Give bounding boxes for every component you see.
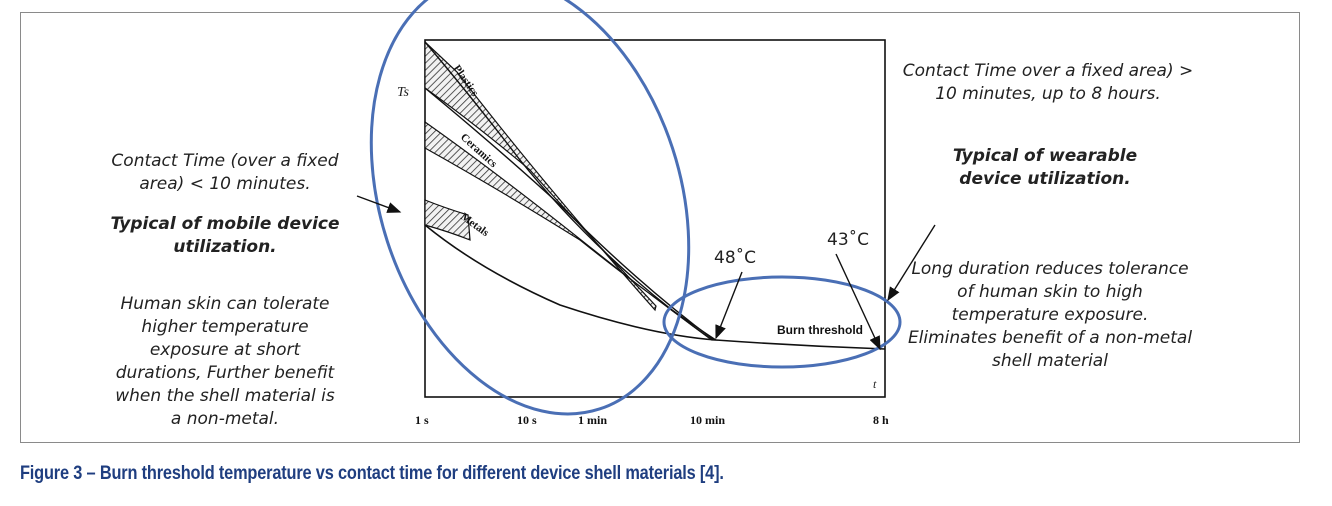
left-usage-heading: Typical of mobile device utilization. (110, 214, 340, 257)
left-pointer-arrow (356, 195, 402, 213)
plastics-upper-curve (424, 41, 713, 341)
right-pointer-arrow (887, 224, 936, 302)
x-tick-10min: 10 min (690, 413, 725, 427)
x-tick-8h: 8 h (873, 413, 889, 427)
x-axis-label: t (873, 377, 877, 391)
callout-43c-arrow (835, 253, 881, 351)
plot-area (424, 39, 886, 398)
callout-48c-arrow (715, 271, 743, 340)
callout-43c: 43˚C (827, 229, 869, 250)
left-contact-time-note: Contact Time (over a fixed area) < 10 mi… (111, 151, 339, 194)
short-contact-ellipse (369, 0, 691, 416)
x-axis-ticks: 1 s 10 s 1 min 10 min 8 h (415, 413, 889, 427)
ceramics-upper-curve (424, 87, 715, 341)
right-tolerance-note: Long duration reduces tolerance of human… (907, 259, 1193, 371)
metals-band (424, 199, 471, 241)
long-contact-ellipse (662, 275, 902, 369)
callout-48c: 48˚C (714, 247, 756, 268)
burn-threshold-label: Burn threshold (777, 323, 863, 337)
x-tick-1s: 1 s (415, 413, 429, 427)
right-contact-time-note: Contact Time over a fixed area) > 10 min… (902, 61, 1194, 104)
y-axis-label: Ts (397, 85, 410, 100)
x-tick-10s: 10 s (517, 413, 537, 427)
left-tolerance-note: Human skin can tolerate higher temperatu… (115, 294, 335, 429)
right-usage-heading: Typical of wearable device utilization. (952, 146, 1138, 189)
burn-threshold-curve (424, 224, 886, 350)
figure-frame (20, 12, 1300, 443)
figure-caption: Figure 3 – Burn threshold temperature vs… (20, 463, 724, 484)
x-tick-1min: 1 min (578, 413, 607, 427)
